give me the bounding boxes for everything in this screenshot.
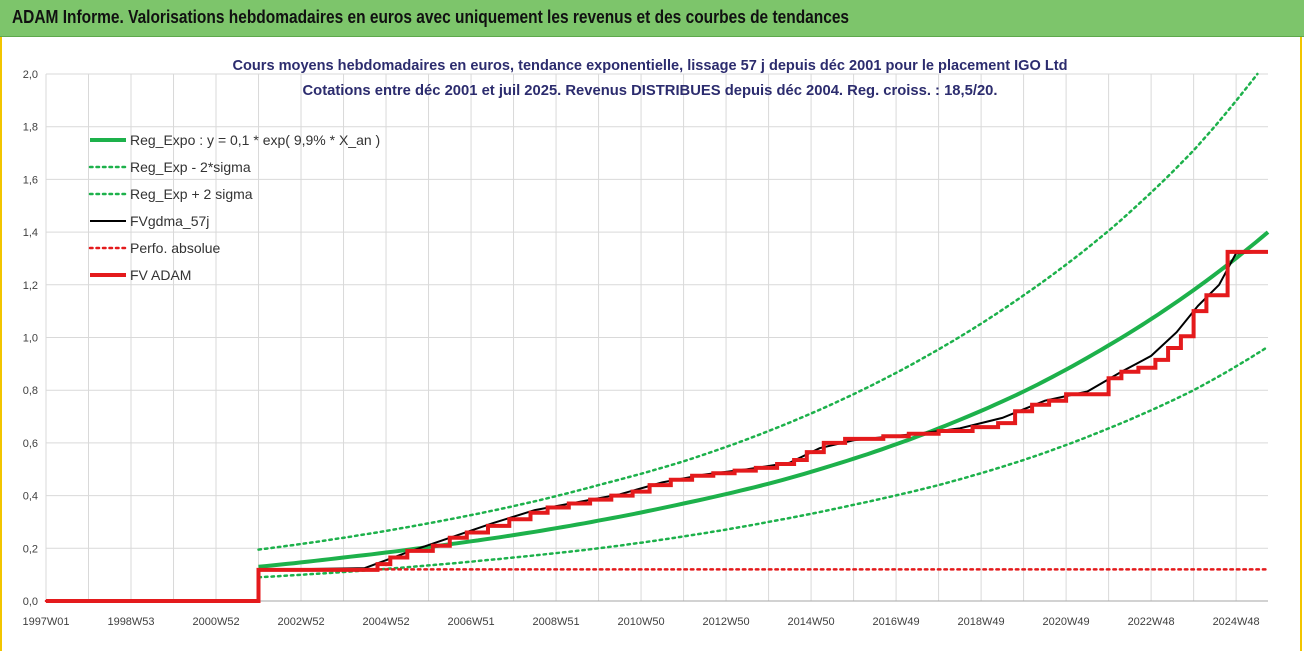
chart-title: Cours moyens hebdomadaires en euros, ten… bbox=[233, 57, 1068, 74]
x-tick-label: 2004W52 bbox=[362, 616, 409, 628]
x-tick-label: 2018W49 bbox=[958, 616, 1005, 628]
series-line-0 bbox=[258, 230, 1270, 569]
x-tick-label: 2006W51 bbox=[447, 616, 494, 628]
y-tick-label: 2,0 bbox=[23, 69, 38, 81]
x-axis-ticks: 1997W01 1998W53 2000W52 2002W52 2004W52 2006W… bbox=[22, 616, 1259, 628]
chart-series bbox=[44, 72, 1270, 603]
x-tick-label: 2000W52 bbox=[192, 616, 239, 628]
x-tick-label: 2012W50 bbox=[703, 616, 750, 628]
legend-label-2: Reg_Exp + 2 sigma bbox=[130, 186, 253, 202]
x-tick-label: 2010W50 bbox=[618, 616, 665, 628]
line-chart: Cours moyens hebdomadaires en euros, ten… bbox=[22, 57, 1270, 628]
chart-frame bbox=[0, 37, 1302, 651]
x-tick-label: 2020W49 bbox=[1043, 616, 1090, 628]
series-line-5 bbox=[46, 249, 1268, 603]
legend-label-1: Reg_Exp - 2*sigma bbox=[130, 159, 251, 175]
chart-grid bbox=[45, 73, 1268, 602]
x-tick-label: 2016W49 bbox=[873, 616, 920, 628]
series-line-2 bbox=[257, 72, 1259, 551]
legend-label-4: Perfo. absolue bbox=[130, 240, 220, 256]
chart-legend: Reg_Expo : y = 0,1 * exp( 9,9% * X_an ) R… bbox=[88, 132, 380, 283]
series-line-1 bbox=[257, 345, 1270, 579]
x-tick-label: 2022W48 bbox=[1128, 616, 1175, 628]
y-axis-ticks: 0,0 0,2 0,4 0,6 0,8 1,0 1,2 1,4 1,6 1,8 2,0 bbox=[23, 69, 38, 608]
x-tick-label: 2002W52 bbox=[277, 616, 324, 628]
x-tick-label: 2014W50 bbox=[788, 616, 835, 628]
legend-label-5: FV ADAM bbox=[130, 267, 191, 283]
y-tick-label: 1,6 bbox=[23, 174, 38, 186]
x-tick-label: 2024W48 bbox=[1213, 616, 1260, 628]
legend-label-0: Reg_Expo : y = 0,1 * exp( 9,9% * X_an ) bbox=[130, 132, 380, 148]
y-tick-label: 1,0 bbox=[23, 333, 38, 345]
series-line-4 bbox=[44, 568, 1270, 603]
legend-label-3: FVgdma_57j bbox=[130, 213, 209, 229]
report-banner: ADAM Informe. Valorisations hebdomadaire… bbox=[0, 0, 1304, 37]
series-line-3 bbox=[46, 250, 1269, 602]
y-tick-label: 1,2 bbox=[23, 280, 38, 292]
y-tick-label: 0,8 bbox=[23, 385, 38, 397]
y-tick-label: 0,6 bbox=[23, 438, 38, 450]
chart-subtitle: Cotations entre déc 2001 et juil 2025. R… bbox=[303, 82, 998, 99]
y-tick-label: 0,2 bbox=[23, 543, 38, 555]
x-tick-label: 2008W51 bbox=[533, 616, 580, 628]
x-tick-label: 1997W01 bbox=[22, 616, 69, 628]
x-tick-label: 1998W53 bbox=[107, 616, 154, 628]
y-tick-label: 0,4 bbox=[23, 491, 38, 503]
y-tick-label: 1,4 bbox=[23, 227, 38, 239]
report-title: ADAM Informe. Valorisations hebdomadaire… bbox=[12, 7, 850, 27]
y-tick-label: 1,8 bbox=[23, 122, 38, 134]
y-tick-label: 0,0 bbox=[23, 596, 38, 608]
